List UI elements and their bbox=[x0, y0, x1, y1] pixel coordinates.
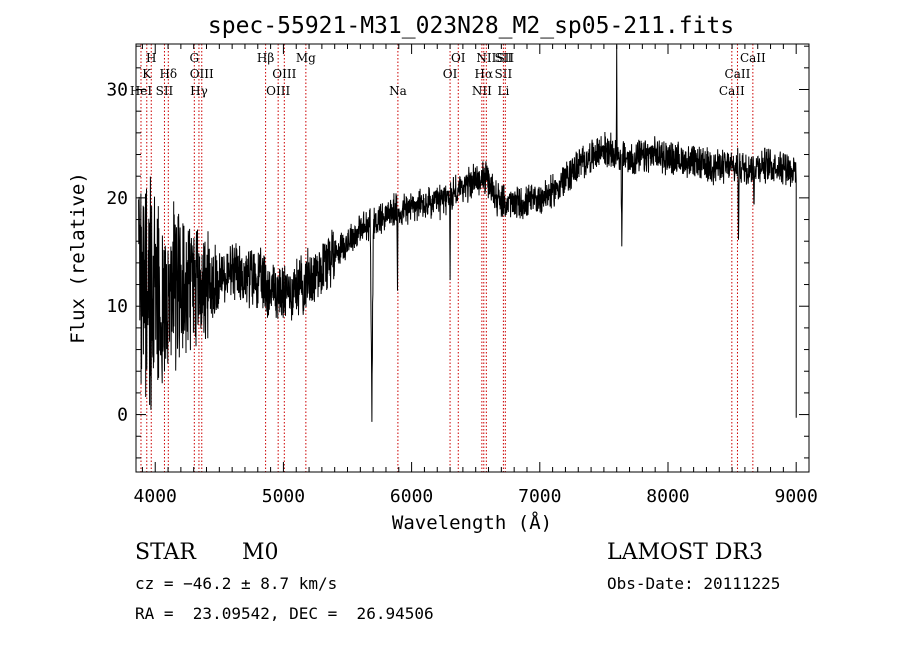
line-marker-label: NII bbox=[472, 84, 492, 98]
y-tick-label: 10 bbox=[106, 296, 128, 317]
line-marker-label: NII bbox=[476, 51, 496, 65]
x-tick-label: 4000 bbox=[134, 486, 177, 507]
cz-readout: cz = −46.2 ± 8.7 km/s bbox=[135, 574, 338, 593]
line-marker-label: Hδ bbox=[159, 67, 177, 81]
line-marker-label: SII bbox=[496, 51, 514, 65]
x-tick-label: 5000 bbox=[262, 486, 305, 507]
line-marker-label: Mg bbox=[296, 51, 316, 65]
line-marker-label: OI bbox=[451, 51, 466, 65]
y-tick-label: 30 bbox=[106, 80, 128, 101]
axis-ticks: 4000 5000 6000 7000 8000 9000 0 10 20 30 bbox=[106, 44, 818, 507]
x-tick-label: 7000 bbox=[518, 486, 561, 507]
line-marker-label: Na bbox=[389, 84, 407, 98]
survey-label: LAMOST DR3 bbox=[607, 540, 763, 565]
line-marker-label: CaII bbox=[740, 51, 766, 65]
x-axis-label: Wavelength (Å) bbox=[392, 511, 552, 534]
line-marker-label: Hγ bbox=[190, 84, 208, 98]
line-marker-label: Hβ bbox=[257, 51, 274, 65]
plot-frame bbox=[135, 43, 810, 473]
star-subclass: M0 bbox=[242, 540, 279, 565]
y-tick-label: 0 bbox=[117, 405, 128, 426]
line-marker-label: OI bbox=[443, 67, 458, 81]
obs-date-readout: Obs-Date: 20111225 bbox=[607, 574, 781, 593]
y-axis-label: Flux (relative) bbox=[67, 172, 89, 344]
line-marker-label: SII bbox=[156, 84, 174, 98]
line-marker-label: OIII bbox=[190, 67, 214, 81]
y-tick-label: 20 bbox=[106, 188, 128, 209]
x-tick-label: 6000 bbox=[390, 486, 433, 507]
line-marker-label: CaII bbox=[725, 67, 751, 81]
line-marker-label: H bbox=[146, 51, 156, 65]
coords-readout: RA = 23.09542, DEC = 26.94506 bbox=[135, 604, 434, 623]
line-marker-label: OIII bbox=[266, 84, 290, 98]
star-class: STAR bbox=[135, 540, 196, 565]
line-marker-label: Hα bbox=[474, 67, 493, 81]
line-marker-label: SII bbox=[495, 67, 513, 81]
chart-title: spec-55921-M31_023N28_M2_sp05-211.fits bbox=[208, 13, 734, 39]
spectrum-line bbox=[138, 45, 797, 422]
line-marker-label: K bbox=[142, 67, 152, 81]
x-tick-label: 8000 bbox=[646, 486, 689, 507]
line-marker-label: SII bbox=[495, 51, 513, 65]
line-marker-label: OIII bbox=[272, 67, 296, 81]
line-marker-label: CaII bbox=[719, 84, 745, 98]
line-marker-label: G bbox=[190, 51, 200, 65]
line-marker-label: Li bbox=[497, 84, 509, 98]
x-tick-label: 9000 bbox=[775, 486, 818, 507]
line-marker-label: HeI bbox=[130, 84, 153, 98]
line-marker-group: HeIKHSIIHδGHγOIIIHβOIIIOIIIMgNaOIOINIIHα… bbox=[130, 44, 766, 472]
